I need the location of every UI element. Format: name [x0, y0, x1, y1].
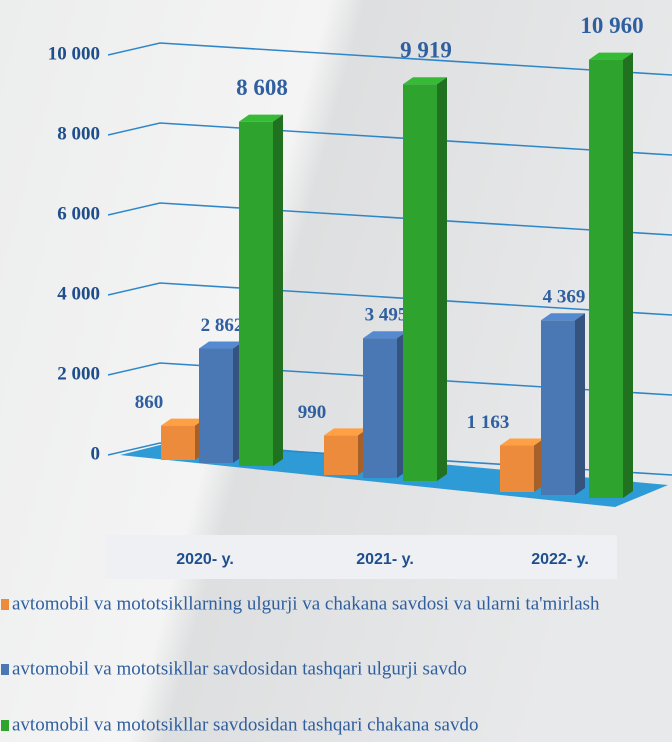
bar-side	[575, 313, 585, 495]
x-tick-label: 2021- y.	[356, 551, 414, 568]
bar	[541, 313, 585, 495]
bar	[239, 114, 283, 467]
bar	[589, 52, 633, 498]
bar-top	[541, 313, 585, 321]
value-label: 990	[298, 402, 327, 423]
y-tick-label: 2 000	[57, 363, 100, 384]
y-tick-label: 0	[91, 443, 101, 464]
y-tick-label: 10 000	[48, 43, 100, 64]
bar-front	[199, 348, 233, 463]
bar-front	[363, 338, 397, 478]
value-label: 4 369	[543, 287, 586, 308]
bar-front	[541, 320, 575, 495]
bar-top	[500, 438, 544, 446]
category-strip	[105, 535, 617, 579]
y-tick-label: 8 000	[57, 123, 100, 144]
bar	[363, 331, 407, 478]
y-tick-label: 4 000	[57, 283, 100, 304]
value-label: 10 960	[580, 13, 643, 38]
bar-side	[623, 52, 633, 498]
bar-front	[403, 84, 437, 482]
bar-side	[273, 114, 283, 467]
bar-front	[161, 425, 195, 460]
x-tick-label: 2022- y.	[531, 551, 589, 568]
value-label: 9 919	[400, 38, 452, 63]
bar-top	[161, 418, 205, 426]
bar-top	[324, 428, 368, 436]
bar-front	[589, 59, 623, 498]
x-tick-label: 2020- y.	[176, 551, 234, 568]
bar-top	[239, 114, 283, 122]
legend-swatch	[1, 599, 9, 610]
legend-label: avtomobil va mototsikllar savdosidan tas…	[12, 658, 467, 679]
value-label: 1 163	[467, 412, 510, 433]
bar-front	[500, 445, 534, 492]
bar	[403, 77, 447, 482]
grid-line	[107, 362, 672, 396]
value-label: 2 862	[201, 315, 244, 336]
bar	[324, 428, 368, 475]
grid-line	[107, 42, 672, 76]
bar-side	[437, 77, 447, 482]
bar-top	[363, 331, 407, 339]
bar	[161, 418, 205, 460]
bar-top	[199, 341, 243, 349]
bar	[199, 341, 243, 463]
bar-top	[403, 77, 447, 85]
bar-front	[239, 121, 273, 467]
legend-label: avtomobil va mototsikllar savdosidan tas…	[12, 714, 478, 735]
y-tick-label: 6 000	[57, 203, 100, 224]
grid-line	[107, 202, 672, 236]
value-label: 860	[135, 392, 164, 413]
legend-label: avtomobil va mototsikllarning ulgurji va…	[12, 593, 600, 614]
legend-swatch	[1, 664, 9, 675]
value-label: 8 608	[236, 75, 288, 100]
bar-front	[324, 435, 358, 475]
bar	[500, 438, 544, 492]
legend-swatch	[1, 720, 9, 731]
grid-line	[107, 122, 672, 156]
grid-line	[107, 282, 672, 316]
bar-top	[589, 52, 633, 60]
value-label: 3 495	[365, 305, 408, 326]
